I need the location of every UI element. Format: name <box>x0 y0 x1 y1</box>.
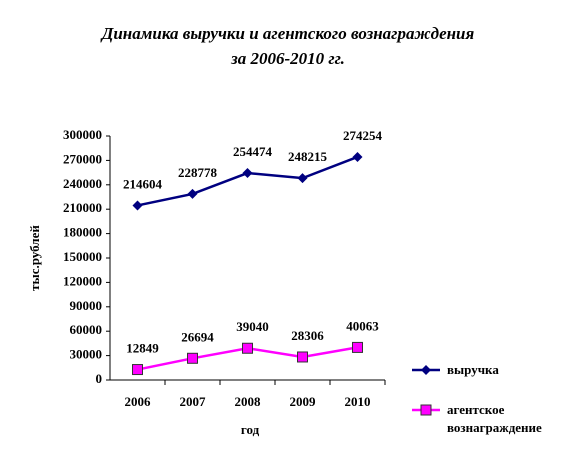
data-label: 274254 <box>343 128 383 143</box>
y-tick-label: 300000 <box>63 127 102 142</box>
y-tick-label: 270000 <box>63 151 102 166</box>
chart-title: Динамика выручки и агентского вознагражд… <box>100 24 475 43</box>
point <box>352 151 363 162</box>
point <box>242 342 253 354</box>
y-tick-label: 0 <box>96 371 103 386</box>
x-tick-label: 2008 <box>235 394 262 409</box>
legend-marker <box>421 365 431 375</box>
x-tick-label: 2009 <box>290 394 317 409</box>
series-line <box>137 155 358 207</box>
data-label: 28306 <box>291 328 324 343</box>
x-tick-label: 2006 <box>125 394 152 409</box>
data-label: 12849 <box>126 341 159 356</box>
y-tick-label: 30000 <box>70 347 103 362</box>
point <box>187 352 198 364</box>
point <box>352 341 363 353</box>
data-label: 248215 <box>288 149 328 164</box>
x-axis-label: год <box>241 422 260 437</box>
point <box>297 173 308 184</box>
data-label: 40063 <box>346 318 379 333</box>
point <box>297 351 308 363</box>
point <box>187 188 198 199</box>
y-tick-label: 60000 <box>70 322 103 337</box>
data-label: 254474 <box>233 144 273 159</box>
x-tick-label: 2010 <box>345 394 371 409</box>
chart-subtitle: за 2006-2010 гг. <box>230 49 345 68</box>
x-tick-label: 2007 <box>180 394 207 409</box>
legend-entry: агентское вознаграждение <box>447 402 542 435</box>
data-label: 26694 <box>181 329 214 344</box>
point <box>132 364 143 376</box>
y-tick-label: 240000 <box>63 176 102 191</box>
y-tick-label: 180000 <box>63 225 102 240</box>
y-tick-label: 90000 <box>70 298 103 313</box>
y-tick-label: 120000 <box>63 273 102 288</box>
data-label: 228778 <box>178 165 218 180</box>
point <box>242 168 253 179</box>
data-label: 39040 <box>236 319 269 334</box>
legend-entry: выручка <box>447 362 499 377</box>
y-tick-label: 150000 <box>63 249 102 264</box>
y-tick-label: 210000 <box>63 200 102 215</box>
point <box>132 200 143 211</box>
y-axis-label: тыс.рублей <box>27 225 42 291</box>
legend-marker <box>420 404 432 416</box>
data-label: 214604 <box>123 176 163 191</box>
